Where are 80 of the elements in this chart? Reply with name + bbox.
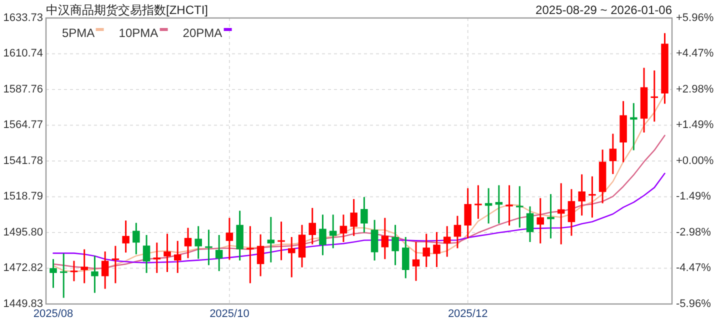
- candlestick: [164, 233, 171, 273]
- legend-label: 10PMA: [118, 26, 158, 40]
- y2-tick-label: +4.47%: [676, 48, 714, 60]
- candlestick: [267, 216, 275, 264]
- candlestick: [153, 242, 161, 274]
- candlestick: [464, 187, 472, 240]
- candlestick: [122, 220, 130, 254]
- candlestick: [474, 184, 482, 220]
- candlestick: [288, 236, 296, 278]
- legend-label: 20PMA: [182, 26, 222, 40]
- candlestick: [91, 255, 98, 294]
- y-tick-label: 1472.82: [3, 262, 43, 274]
- candlestick: [205, 228, 212, 266]
- candlestick: [370, 219, 378, 262]
- candlestick: [433, 231, 440, 268]
- candlestick: [329, 214, 337, 249]
- candlestick: [215, 234, 223, 272]
- y-tick-label: 1518.79: [3, 190, 43, 203]
- candlestick: [194, 225, 202, 260]
- y2-tick-label: -2.98%: [676, 226, 712, 238]
- candlestick: [454, 215, 462, 249]
- candlestick: [392, 224, 399, 266]
- candlestick: [360, 196, 368, 234]
- candlestick: [246, 225, 254, 284]
- line-series: [52, 172, 666, 264]
- candlestick: [484, 187, 492, 224]
- candlestick: [101, 250, 109, 290]
- x-tick-label: 2025/08: [33, 308, 74, 320]
- candlestick: [50, 258, 57, 289]
- y-tick-label: 1449.83: [3, 298, 43, 310]
- candlestick: [422, 233, 430, 268]
- y2-tick-label: +1.49%: [676, 119, 714, 132]
- candlestick: [298, 224, 306, 268]
- candlestick: [412, 241, 420, 282]
- y-tick-label: 1610.74: [3, 48, 43, 60]
- candlestick: [132, 222, 140, 256]
- x-tick-label: 2025/10: [210, 308, 250, 320]
- y2-tick-label: +0.00%: [676, 154, 714, 167]
- candlestick: [526, 206, 534, 243]
- x-tick-label: 2025/12: [448, 308, 488, 320]
- candlestick: [516, 185, 524, 228]
- candlestick: [381, 217, 389, 260]
- candlestick: [226, 217, 234, 260]
- y2-tick-label: +2.98%: [676, 83, 714, 96]
- candlestick: [350, 198, 358, 237]
- candlestick: [650, 70, 658, 122]
- candlestick: [536, 197, 544, 244]
- candlestick: [568, 188, 576, 237]
- candlestick: [506, 184, 513, 226]
- candlestick: [112, 245, 120, 284]
- y-tick-label: 1587.76: [3, 83, 43, 96]
- candlestick: [308, 207, 316, 246]
- candlestick: [174, 240, 182, 274]
- chart-title: 中汉商品期货交易指数[ZHCTI]: [46, 3, 208, 18]
- chart-subtitle: 2025-08-29 ~ 2026-01-06: [536, 3, 672, 18]
- legend-label: 5PMA: [62, 26, 95, 40]
- candlestick: [80, 248, 88, 284]
- y2-tick-label: -1.49%: [676, 190, 712, 203]
- candlestick: [60, 252, 68, 299]
- candlestick: [547, 193, 554, 240]
- candlestick: [70, 260, 78, 282]
- candlestick: [578, 174, 586, 216]
- candlestick: [402, 236, 410, 279]
- y2-tick-label: +5.96%: [676, 12, 714, 24]
- candlestick: [609, 133, 617, 175]
- y2-tick-label: -4.47%: [676, 262, 712, 274]
- y2-tick-label: -5.96%: [676, 298, 712, 310]
- candlestick: [588, 176, 596, 218]
- candlestick: [184, 227, 192, 259]
- y-tick-label: 1633.73: [3, 12, 43, 24]
- y-tick-label: 1564.77: [3, 119, 43, 132]
- candlestick: [495, 184, 503, 224]
- candlestick: [142, 234, 150, 274]
- y-tick-label: 1541.78: [3, 154, 43, 167]
- candlestick: [319, 214, 326, 256]
- y-tick-label: 1495.80: [3, 226, 43, 238]
- candlestick: [256, 234, 264, 277]
- candlestick: [340, 214, 348, 243]
- candlestick: [443, 225, 451, 258]
- candlestick: [278, 220, 285, 261]
